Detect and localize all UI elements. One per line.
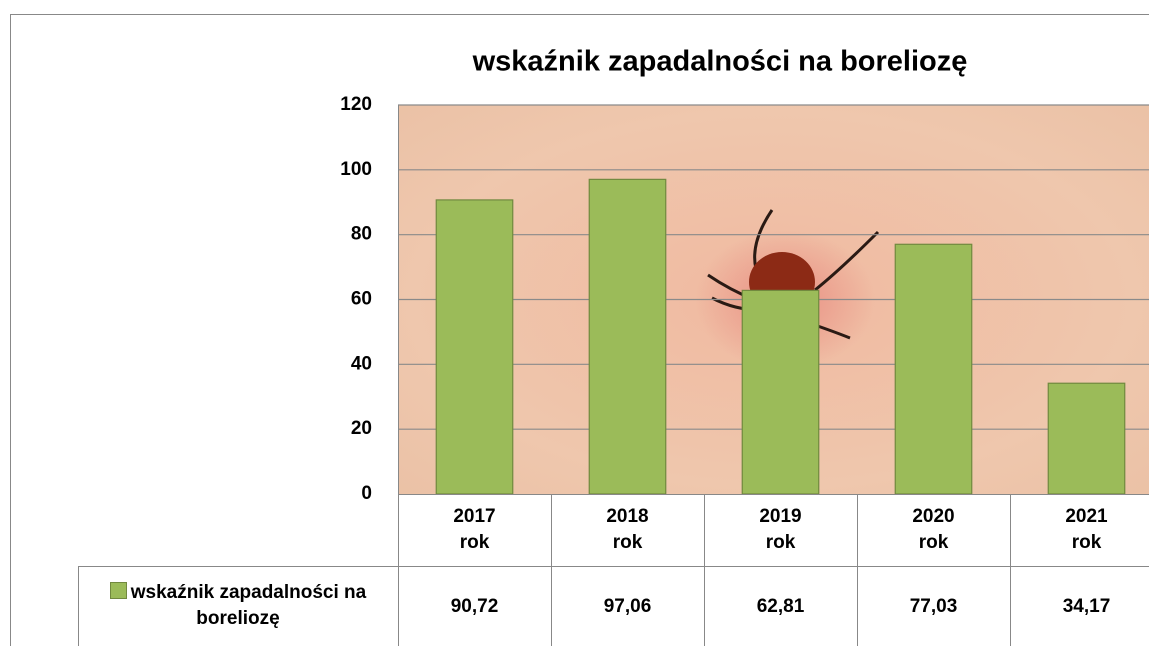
bar [589, 179, 666, 494]
x-tick-label: 2020 rok [857, 494, 1010, 566]
x-tick-label: 2021 rok [1010, 494, 1149, 566]
data-table-value: 97,06 [604, 596, 652, 617]
y-tick-label: 40 [351, 353, 372, 374]
bar [742, 290, 819, 494]
page: {"chart_data": {"type": "bar", "title": … [0, 0, 1149, 646]
y-tick-label: 20 [351, 418, 372, 439]
legend-key [110, 582, 127, 599]
bar [436, 200, 513, 494]
y-tick-label: 80 [351, 224, 372, 245]
legend-entry: wskaźnik zapadalności na boreliozę [78, 566, 398, 646]
bar [895, 244, 972, 494]
x-tick-label: 2017 rok [398, 494, 551, 566]
x-tick-label: 2019 rok [704, 494, 857, 566]
data-table-value: 62,81 [757, 596, 805, 617]
x-tick-label-text: 2021 rok [1052, 504, 1122, 556]
x-tick-label-cell: 2019 rok [704, 494, 857, 566]
legend: wskaźnik zapadalności na boreliozę [78, 566, 398, 646]
data-table-value: 90,72 [451, 596, 499, 617]
y-tick-label: 60 [351, 289, 372, 310]
x-tick-label-cell: 2020 rok [857, 494, 1010, 566]
chart: wskaźnik zapadalności na boreliozę wskaź… [0, 0, 1149, 646]
data-table-value: 77,03 [910, 596, 958, 617]
legend-label: wskaźnik zapadalności na boreliozę [131, 582, 366, 629]
y-tick-label: 120 [340, 94, 372, 115]
bar [1048, 383, 1125, 494]
x-tick-label-cell: 2018 rok [551, 494, 704, 566]
chart-title: wskaźnik zapadalności na boreliozę [472, 46, 968, 78]
x-tick-label-text: 2020 rok [899, 504, 969, 556]
x-tick-label-text: 2017 rok [440, 504, 510, 556]
x-tick-label-text: 2019 rok [746, 504, 816, 556]
y-tick-label: 100 [340, 159, 372, 180]
x-tick-label-text: 2018 rok [593, 504, 663, 556]
x-tick-label: 2018 rok [551, 494, 704, 566]
x-tick-label-cell: 2021 rok [1010, 494, 1149, 566]
y-tick-label: 0 [361, 483, 372, 504]
data-table-value: 34,17 [1063, 596, 1111, 617]
x-tick-label-cell: 2017 rok [398, 494, 551, 566]
